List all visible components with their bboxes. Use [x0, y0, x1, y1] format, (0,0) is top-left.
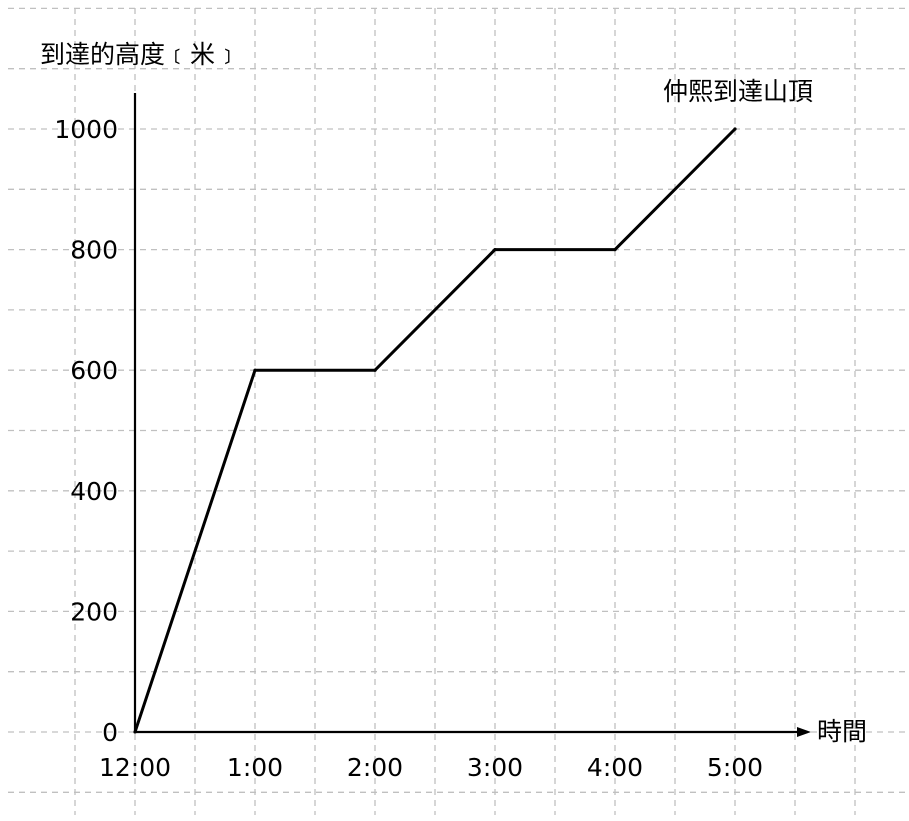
x-tick-label: 3:00	[467, 753, 523, 782]
data-point	[133, 730, 137, 734]
x-tick-label: 5:00	[707, 753, 763, 782]
axes	[133, 93, 811, 737]
summit-annotation: 仲熙到達山頂	[663, 77, 813, 106]
y-tick-label: 800	[70, 236, 118, 265]
y-tick-label: 400	[70, 477, 118, 506]
x-tick-label: 12:00	[99, 753, 171, 782]
grid	[8, 7, 905, 815]
y-axis-title: 到達的高度﹝米﹞	[40, 40, 240, 69]
data-point	[493, 248, 497, 252]
data-point	[733, 127, 737, 131]
y-tick-label: 600	[70, 356, 118, 385]
y-tick-label: 1000	[54, 115, 118, 144]
series-group	[133, 127, 737, 734]
x-tick-label: 1:00	[227, 753, 283, 782]
x-tick-label: 2:00	[347, 753, 403, 782]
x-tick-labels: 12:00 1:00 2:00 3:00 4:00 5:00	[99, 753, 763, 782]
x-tick-label: 4:00	[587, 753, 643, 782]
y-tick-label: 0	[102, 718, 118, 747]
x-axis-arrow	[797, 727, 811, 737]
series-line	[133, 127, 737, 733]
y-tick-labels: 0 200 400 600 800 1000	[54, 115, 118, 747]
y-tick-label: 200	[70, 597, 118, 626]
x-axis-title: 時間	[817, 717, 867, 746]
data-point	[613, 248, 617, 252]
data-point	[253, 368, 257, 372]
data-point	[373, 368, 377, 372]
